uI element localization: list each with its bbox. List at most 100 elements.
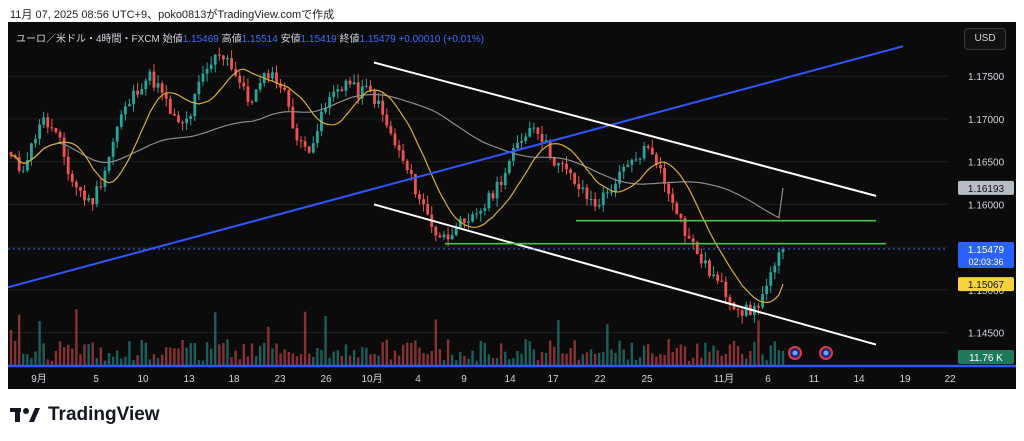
candle-body [258, 83, 262, 90]
price-label-box [958, 241, 1014, 268]
candle-body [638, 158, 642, 160]
volume-bar [585, 352, 589, 365]
candle-body [340, 89, 344, 91]
volume-bar [781, 350, 785, 365]
volume-bar [463, 356, 466, 365]
candle-body [536, 127, 540, 134]
volume-bar [46, 359, 49, 365]
volume-bar [700, 357, 703, 365]
candle-body [663, 168, 666, 184]
volume-bar [267, 326, 270, 365]
candle-body [132, 90, 135, 105]
candle-body [303, 141, 307, 147]
price-chart-svg[interactable]: 1.175001.170001.165001.160001.155001.150… [8, 22, 1016, 389]
candle-body [189, 116, 193, 119]
candle-body [434, 226, 438, 236]
candle-body [683, 218, 687, 236]
candle-body [671, 193, 675, 203]
volume-bar [773, 341, 777, 365]
volume-bar [565, 354, 568, 365]
candle-body [9, 151, 13, 156]
volume-bar [745, 358, 748, 365]
volume-bar [352, 350, 356, 365]
volume-bar [528, 341, 531, 365]
volume-bar [238, 359, 241, 365]
candle-body [528, 128, 532, 137]
candle-body [356, 82, 360, 99]
volume-bar [312, 356, 315, 365]
legend-symbol: ユーロ／米ドル・4時間・FXCM [16, 34, 160, 45]
candle-body [487, 192, 491, 209]
candle-body [58, 132, 62, 138]
volume-bar [230, 357, 233, 365]
candle-body [548, 140, 552, 158]
candle-body [540, 133, 544, 142]
candle-body [311, 143, 315, 153]
candle-body [691, 238, 695, 243]
candle-body [654, 154, 658, 166]
volume-bar [173, 348, 176, 365]
candle-body [605, 192, 609, 194]
candle-body [708, 260, 711, 276]
volume-bar [385, 339, 388, 365]
volume-bar [720, 355, 723, 365]
volume-bar [410, 342, 413, 365]
candle-body [287, 89, 291, 107]
candle-body [21, 170, 25, 172]
candle-body [667, 183, 671, 194]
candle-body [152, 71, 156, 88]
volume-bar [13, 340, 17, 365]
volume-bar [548, 340, 552, 365]
x-tick-label: 19 [899, 374, 911, 385]
x-tick-label: 9月 [31, 373, 47, 385]
candle-body [168, 98, 172, 114]
volume-bar [393, 350, 397, 365]
volume-bar [62, 347, 66, 365]
volume-bar [524, 339, 527, 365]
candle-body [197, 81, 201, 95]
volume-bar [287, 352, 290, 365]
x-tick-label: 11 [809, 374, 820, 385]
candle-body [115, 126, 119, 142]
candle-body [422, 199, 425, 205]
candle-body [401, 150, 405, 161]
volume-bar [26, 354, 29, 365]
candle-body [585, 187, 589, 200]
candle-body [25, 160, 29, 171]
volume-bar [42, 343, 45, 365]
volume-bar [99, 347, 103, 365]
candle-body [610, 191, 613, 193]
candle-body [185, 118, 189, 124]
x-tick-label: 4 [415, 374, 421, 385]
candle-body [622, 166, 626, 172]
volume-bar [361, 347, 364, 365]
volume-bar [450, 354, 454, 365]
candle-body [315, 131, 319, 144]
candle-body [520, 141, 523, 143]
volume-bar [581, 354, 585, 365]
candle-body [736, 309, 740, 311]
volume-bar [418, 347, 421, 365]
candle-body [377, 100, 381, 105]
candle-body [111, 141, 115, 157]
volume-bar [169, 347, 172, 365]
candle-body [695, 242, 699, 255]
candle-body [136, 90, 140, 95]
candle-body [769, 272, 773, 286]
tradingview-brand[interactable]: TradingView [10, 404, 160, 426]
candle-body [761, 294, 764, 308]
candle-body [279, 83, 282, 88]
legend-high-value: 1.15514 [241, 34, 278, 45]
volume-bar [279, 353, 282, 365]
volume-bar [406, 342, 409, 365]
chart-panel[interactable]: 1.175001.170001.165001.160001.155001.150… [8, 22, 1016, 389]
volume-bar [307, 353, 311, 365]
candle-body [271, 72, 274, 79]
volume-bar [177, 348, 180, 365]
volume-bar [769, 345, 772, 365]
currency-button[interactable]: USD [964, 28, 1006, 50]
volume-bar [103, 360, 107, 365]
volume-bar [508, 359, 511, 365]
candle-body [156, 83, 160, 88]
volume-bar [218, 344, 221, 365]
